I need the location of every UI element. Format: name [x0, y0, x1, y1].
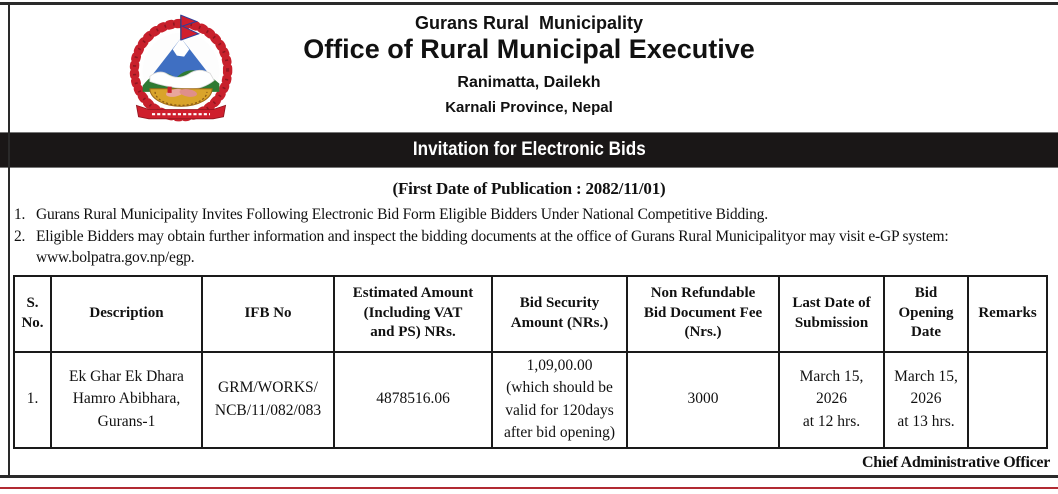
cell-last-date: March 15, 2026 at 12 hrs.: [778, 350, 885, 449]
col-header-ifb-no: IFB No: [201, 274, 335, 353]
notice-list: 1. Gurans Rural Municipality Invites Fol…: [14, 204, 1048, 269]
province-line: Karnali Province, Nepal: [445, 99, 613, 116]
bottom-rule: [0, 475, 1058, 478]
col-header-last-date: Last Date of Submission: [778, 274, 885, 353]
invitation-banner: Invitation for Electronic Bids: [0, 132, 1058, 168]
col-header-estimated-amount: Estimated Amount (Including VAT and PS) …: [333, 274, 493, 353]
nepal-emblem-logo: [129, 14, 233, 122]
item-text: Gurans Rural Municipality Invites Follow…: [36, 206, 768, 223]
signatory-title: Chief Administrative Officer: [862, 453, 1050, 471]
left-rule: [8, 2, 10, 476]
cell-opening-date: March 15, 2026 at 13 hrs.: [883, 350, 969, 449]
top-rule: [0, 2, 1058, 5]
col-header-remarks: Remarks: [967, 274, 1048, 353]
red-accent-rule: [0, 487, 1058, 489]
cell-bid-security: 1,09,00.00 (which should be valid for 12…: [491, 350, 628, 449]
address-line: Ranimatta, Dailekh: [457, 74, 601, 91]
publication-date-line: (First Date of Publication : 2082/11/01): [392, 179, 666, 198]
col-header-description: Description: [50, 274, 203, 353]
banner-title: Invitation for Electronic Bids: [412, 139, 646, 160]
cell-ifb-no: GRM/WORKS/ NCB/11/082/083: [201, 350, 335, 449]
cell-sno: 1.: [13, 350, 52, 449]
cell-remarks: [967, 350, 1048, 449]
table-header-row: S. No. Description IFB No Estimated Amou…: [13, 274, 1048, 353]
item-number: 2.: [14, 227, 26, 245]
col-header-sno: S. No.: [13, 274, 52, 353]
bid-table: S. No. Description IFB No Estimated Amou…: [13, 274, 1048, 449]
office-name: Office of Rural Municipal Executive: [303, 34, 755, 64]
cell-description: Ek Ghar Ek Dhara Hamro Abibhara, Gurans-…: [50, 350, 203, 449]
item-text: Eligible Bidders may obtain further info…: [36, 227, 949, 267]
item-number: 1.: [14, 206, 26, 223]
notice-item-2: 2. Eligible Bidders may obtain further i…: [14, 226, 1048, 269]
table-row: 1. Ek Ghar Ek Dhara Hamro Abibhara, Gura…: [13, 350, 1048, 449]
col-header-opening-date: Bid Opening Date: [883, 274, 969, 353]
cell-document-fee: 3000: [626, 350, 780, 449]
org-name: Gurans Rural Municipality: [414, 13, 644, 33]
notice-item-1: 1. Gurans Rural Municipality Invites Fol…: [14, 204, 1048, 226]
cell-estimated-amount: 4878516.06: [333, 350, 493, 449]
col-header-document-fee: Non Refundable Bid Document Fee (Nrs.): [626, 274, 780, 353]
col-header-bid-security: Bid Security Amount (NRs.): [491, 274, 628, 353]
document-header: Gurans Rural Municipality Office of Rura…: [0, 0, 1058, 132]
